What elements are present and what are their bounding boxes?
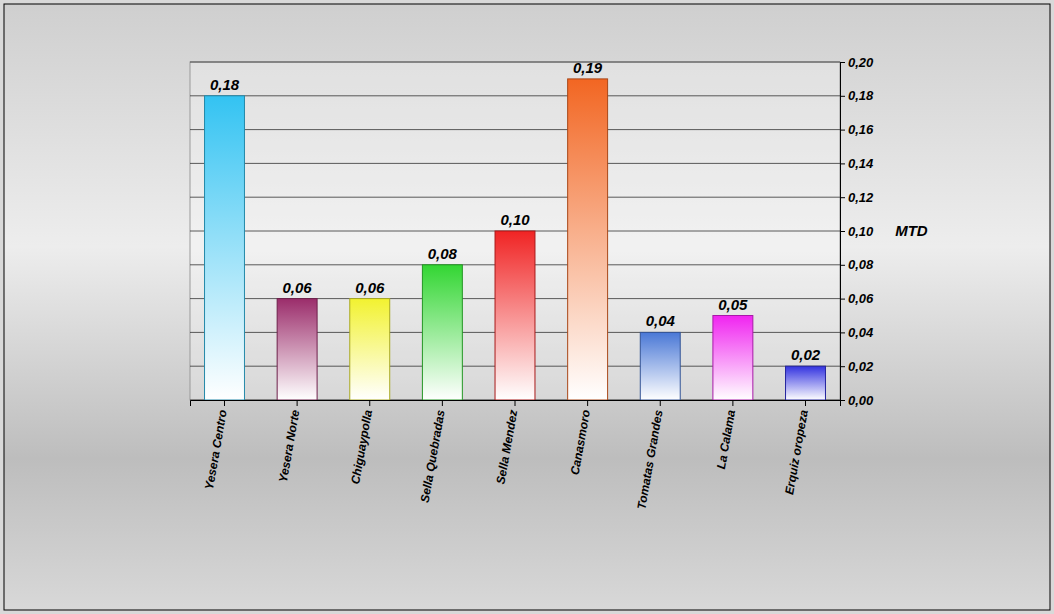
tick-mark bbox=[840, 265, 845, 266]
tick-mark bbox=[587, 400, 588, 406]
tick-mark bbox=[840, 197, 845, 198]
tick: 0,10 bbox=[840, 224, 874, 239]
tick-mark bbox=[224, 400, 225, 406]
plot: 0,00 0,02 0,04 0,06 0,08 0,10 0,12 0,14 0,16 0,18… bbox=[190, 55, 928, 511]
tick-mark bbox=[840, 366, 845, 367]
chart: 0,00 0,02 0,04 0,06 0,08 0,10 0,12 0,14 0,16 0,18… bbox=[0, 0, 1054, 614]
tick-label: 0,02 bbox=[848, 359, 874, 374]
grid-line bbox=[190, 163, 840, 164]
tick: Tomatas Grandes bbox=[634, 400, 665, 510]
tick: 0,14 bbox=[840, 156, 874, 171]
y-axis-title: MTD bbox=[895, 222, 928, 239]
tick-label: 0,14 bbox=[848, 156, 874, 171]
axis-line bbox=[191, 401, 841, 407]
tick: 0,02 bbox=[840, 359, 874, 374]
bar bbox=[640, 332, 680, 400]
tick-mark bbox=[840, 299, 845, 300]
bar bbox=[495, 231, 535, 400]
tick-label: 0,12 bbox=[848, 190, 874, 205]
tick-mark bbox=[660, 400, 661, 406]
background bbox=[4, 4, 1050, 610]
tick: La Calama bbox=[714, 400, 738, 470]
data-label: 0,05 bbox=[718, 296, 748, 313]
tick-mark bbox=[840, 62, 845, 63]
tick-mark bbox=[369, 400, 370, 406]
tick: 0,20 bbox=[840, 55, 874, 70]
data-label: 0,18 bbox=[210, 76, 240, 93]
bar bbox=[350, 299, 390, 400]
tick: 0,12 bbox=[840, 190, 874, 205]
tick: Canasmoro bbox=[568, 400, 593, 476]
tick-mark bbox=[805, 400, 806, 406]
tick-mark bbox=[840, 130, 845, 131]
grid-line bbox=[190, 129, 840, 130]
data-label: 0,06 bbox=[355, 279, 385, 296]
data-label: 0,08 bbox=[428, 245, 458, 262]
tick-label: 0,20 bbox=[848, 55, 874, 70]
bar bbox=[422, 265, 462, 400]
tick: 0,04 bbox=[840, 325, 874, 340]
tick: Sella Quebradas bbox=[418, 400, 448, 504]
tick: Chiguaypolla bbox=[348, 400, 375, 485]
tick-label: 0,08 bbox=[848, 257, 874, 272]
tick: 0,08 bbox=[840, 257, 874, 272]
data-label: 0,02 bbox=[791, 346, 821, 363]
tick-mark bbox=[840, 231, 845, 232]
tick: Sella Mendez bbox=[493, 400, 520, 485]
tick-label: Yesera Centro bbox=[202, 409, 230, 491]
tick-label: 0,00 bbox=[848, 393, 874, 408]
tick-mark bbox=[732, 400, 733, 406]
tick: Erquiz oropeza bbox=[782, 400, 811, 496]
tick-label: La Calama bbox=[714, 408, 738, 470]
data-label: 0,04 bbox=[646, 312, 676, 329]
bar bbox=[277, 299, 317, 400]
bar bbox=[568, 79, 608, 400]
tick-mark bbox=[840, 163, 845, 164]
tick-label: Yesera Norte bbox=[276, 408, 303, 483]
tick-mark bbox=[840, 96, 845, 97]
data-label: 0,19 bbox=[573, 59, 603, 76]
tick-mark bbox=[515, 400, 516, 406]
grid-line bbox=[190, 197, 840, 198]
bar bbox=[786, 366, 826, 400]
grid bbox=[190, 62, 840, 400]
tick-label: Tomatas Grandes bbox=[634, 408, 665, 510]
tick-label: Erquiz oropeza bbox=[782, 408, 811, 495]
tick: 0,18 bbox=[840, 88, 874, 103]
tick-label: Chiguaypolla bbox=[348, 408, 375, 485]
bar bbox=[205, 96, 245, 400]
tick: 0,00 bbox=[840, 393, 874, 408]
tick-mark bbox=[442, 400, 443, 406]
tick-mark bbox=[840, 332, 845, 333]
axis-line bbox=[841, 63, 846, 401]
tick-label: Sella Mendez bbox=[493, 409, 520, 486]
tick-label: 0,04 bbox=[848, 325, 874, 340]
bar bbox=[713, 316, 753, 401]
x-axis: Yesera Centro Yesera Norte Chiguaypolla Sel… bbox=[191, 400, 841, 510]
bars bbox=[205, 79, 826, 400]
tick: Yesera Norte bbox=[276, 400, 303, 484]
tick-label: Sella Quebradas bbox=[418, 408, 448, 503]
tick-label: Canasmoro bbox=[568, 409, 593, 476]
tick-label: 0,10 bbox=[848, 224, 874, 239]
data-labels: 0,18 0,06 0,06 0,08 0,10 0,19 0,04 0,05 0,02 bbox=[210, 59, 821, 363]
plot-wall bbox=[190, 62, 840, 400]
tick: 0,06 bbox=[840, 291, 874, 306]
grid-line bbox=[190, 95, 840, 96]
tick-label: 0,18 bbox=[848, 88, 874, 103]
tick-label: 0,16 bbox=[848, 122, 874, 137]
tick: 0,16 bbox=[840, 122, 874, 137]
data-label: 0,06 bbox=[283, 279, 313, 296]
tick: Yesera Centro bbox=[202, 400, 230, 491]
data-label: 0,10 bbox=[500, 211, 530, 228]
y-axis: 0,00 0,02 0,04 0,06 0,08 0,10 0,12 0,14 0,16 0,18… bbox=[840, 55, 874, 408]
tick-label: 0,06 bbox=[848, 291, 874, 306]
tick-mark bbox=[297, 400, 298, 406]
grid-line bbox=[190, 62, 840, 63]
